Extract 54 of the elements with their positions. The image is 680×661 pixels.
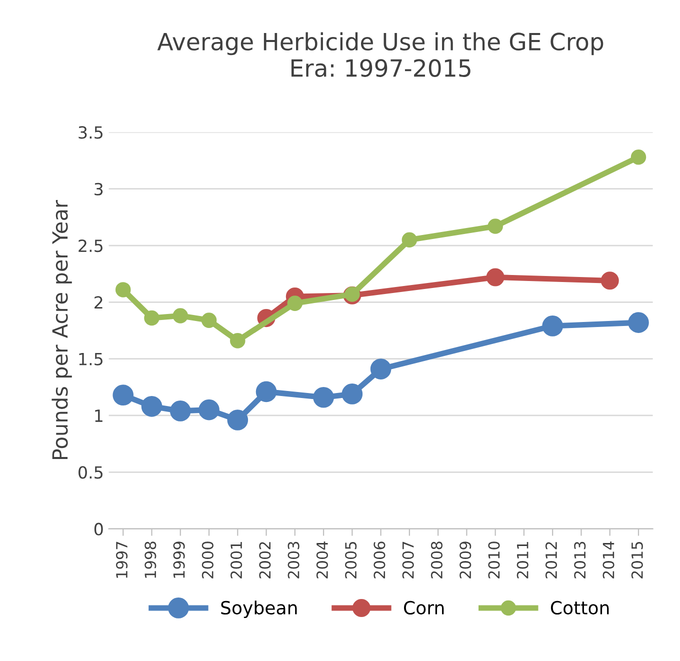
point [600, 272, 619, 290]
x-tick-label: 2013 [574, 542, 586, 578]
x-tick-label: 1997 [116, 542, 128, 578]
legend-label: Corn [404, 600, 444, 615]
x-tick-label: 2002 [259, 542, 271, 578]
legend-label: Cotton [550, 600, 609, 615]
point [313, 386, 334, 408]
y-tick-label: 2 [94, 296, 102, 309]
point [112, 384, 134, 406]
x-tick-label: 2000 [202, 542, 214, 578]
point [486, 268, 504, 286]
x-tick-label: 2010 [488, 542, 500, 578]
y-tick-label: 0 [94, 522, 103, 536]
x-tick-label: 2014 [602, 541, 614, 578]
point [227, 410, 248, 430]
x-tick-label: 2004 [316, 541, 328, 578]
point [630, 149, 646, 165]
y-tick-label: 3.5 [78, 126, 102, 139]
point [230, 333, 246, 348]
y-tick-label: 1 [95, 410, 102, 422]
point [342, 384, 363, 404]
point [287, 296, 303, 311]
point [198, 399, 220, 420]
y-axis-title: Pounds per Acre per Year [52, 200, 72, 460]
x-tick-label: 2007 [402, 542, 414, 578]
x-tick-label: 2015 [631, 542, 643, 578]
point [172, 308, 188, 324]
x-tick-label: 2009 [460, 542, 472, 578]
legend-label: Soybean [221, 600, 297, 618]
point [402, 232, 418, 248]
y-tick-label: 1.5 [79, 353, 102, 366]
y-tick-label: 3 [94, 182, 103, 196]
point [542, 316, 564, 336]
x-tick-label: 1999 [173, 542, 185, 578]
point [370, 358, 392, 380]
x-tick-label: 1998 [144, 542, 156, 578]
x-tick-label: 2005 [345, 542, 357, 578]
x-tick-label: 2006 [374, 542, 386, 578]
y-tick-label: 0.5 [78, 466, 102, 479]
point [144, 310, 160, 326]
point [256, 381, 277, 402]
y-tick-label: 2.5 [78, 239, 102, 252]
point [201, 312, 217, 328]
x-tick-label: 2003 [288, 542, 300, 578]
point [628, 312, 649, 333]
point [488, 218, 503, 234]
x-tick-label: 2001 [230, 542, 242, 578]
x-tick-label: 2012 [545, 542, 558, 578]
point [141, 396, 162, 417]
x-tick-label: 2008 [430, 542, 442, 578]
chart-title: Average Herbicide Use in the GE Crop Era: 1997-2015 [157, 32, 604, 77]
point [170, 400, 191, 422]
x-tick-label: 2011 [516, 542, 528, 578]
point [115, 282, 131, 298]
